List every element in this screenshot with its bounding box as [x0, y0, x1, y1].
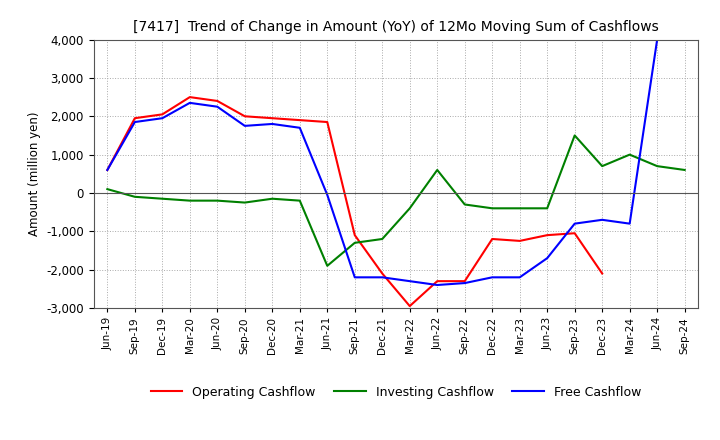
- Investing Cashflow: [323, 263, 332, 268]
- Title: [7417]  Trend of Change in Amount (YoY) of 12Mo Moving Sum of Cashflows: [7417] Trend of Change in Amount (YoY) o…: [133, 20, 659, 34]
- Y-axis label: Amount (million yen): Amount (million yen): [27, 112, 40, 236]
- Line: Free Cashflow: Free Cashflow: [107, 40, 657, 285]
- Free Cashflow: [268, 121, 276, 127]
- Free Cashflow: [295, 125, 304, 130]
- Operating Cashflow: [433, 279, 441, 284]
- Operating Cashflow: [378, 271, 387, 276]
- Investing Cashflow: [240, 200, 249, 205]
- Investing Cashflow: [570, 133, 579, 138]
- Investing Cashflow: [186, 198, 194, 203]
- Operating Cashflow: [240, 114, 249, 119]
- Free Cashflow: [488, 275, 497, 280]
- Investing Cashflow: [653, 164, 662, 169]
- Free Cashflow: [213, 104, 222, 109]
- Investing Cashflow: [130, 194, 139, 199]
- Free Cashflow: [570, 221, 579, 226]
- Operating Cashflow: [158, 112, 166, 117]
- Free Cashflow: [186, 100, 194, 106]
- Free Cashflow: [130, 119, 139, 125]
- Operating Cashflow: [543, 232, 552, 238]
- Operating Cashflow: [130, 116, 139, 121]
- Investing Cashflow: [158, 196, 166, 202]
- Operating Cashflow: [213, 98, 222, 103]
- Operating Cashflow: [570, 231, 579, 236]
- Investing Cashflow: [405, 205, 414, 211]
- Line: Investing Cashflow: Investing Cashflow: [107, 136, 685, 266]
- Operating Cashflow: [351, 232, 359, 238]
- Free Cashflow: [460, 280, 469, 286]
- Investing Cashflow: [460, 202, 469, 207]
- Free Cashflow: [158, 116, 166, 121]
- Free Cashflow: [405, 279, 414, 284]
- Investing Cashflow: [268, 196, 276, 202]
- Investing Cashflow: [295, 198, 304, 203]
- Free Cashflow: [240, 123, 249, 128]
- Operating Cashflow: [460, 279, 469, 284]
- Investing Cashflow: [103, 187, 112, 192]
- Free Cashflow: [516, 275, 524, 280]
- Line: Operating Cashflow: Operating Cashflow: [107, 51, 657, 306]
- Free Cashflow: [323, 192, 332, 198]
- Operating Cashflow: [295, 117, 304, 123]
- Free Cashflow: [433, 282, 441, 288]
- Investing Cashflow: [488, 205, 497, 211]
- Investing Cashflow: [516, 205, 524, 211]
- Operating Cashflow: [268, 116, 276, 121]
- Free Cashflow: [378, 275, 387, 280]
- Investing Cashflow: [598, 164, 606, 169]
- Operating Cashflow: [186, 95, 194, 100]
- Investing Cashflow: [378, 236, 387, 242]
- Free Cashflow: [351, 275, 359, 280]
- Operating Cashflow: [103, 167, 112, 172]
- Investing Cashflow: [680, 167, 689, 172]
- Free Cashflow: [598, 217, 606, 223]
- Investing Cashflow: [213, 198, 222, 203]
- Free Cashflow: [103, 167, 112, 172]
- Investing Cashflow: [543, 205, 552, 211]
- Investing Cashflow: [626, 152, 634, 157]
- Operating Cashflow: [653, 48, 662, 54]
- Operating Cashflow: [323, 119, 332, 125]
- Legend: Operating Cashflow, Investing Cashflow, Free Cashflow: Operating Cashflow, Investing Cashflow, …: [146, 381, 646, 404]
- Operating Cashflow: [598, 271, 606, 276]
- Investing Cashflow: [351, 240, 359, 246]
- Free Cashflow: [626, 221, 634, 226]
- Operating Cashflow: [405, 304, 414, 309]
- Operating Cashflow: [516, 238, 524, 244]
- Free Cashflow: [653, 37, 662, 42]
- Investing Cashflow: [433, 167, 441, 172]
- Free Cashflow: [543, 256, 552, 261]
- Operating Cashflow: [488, 236, 497, 242]
